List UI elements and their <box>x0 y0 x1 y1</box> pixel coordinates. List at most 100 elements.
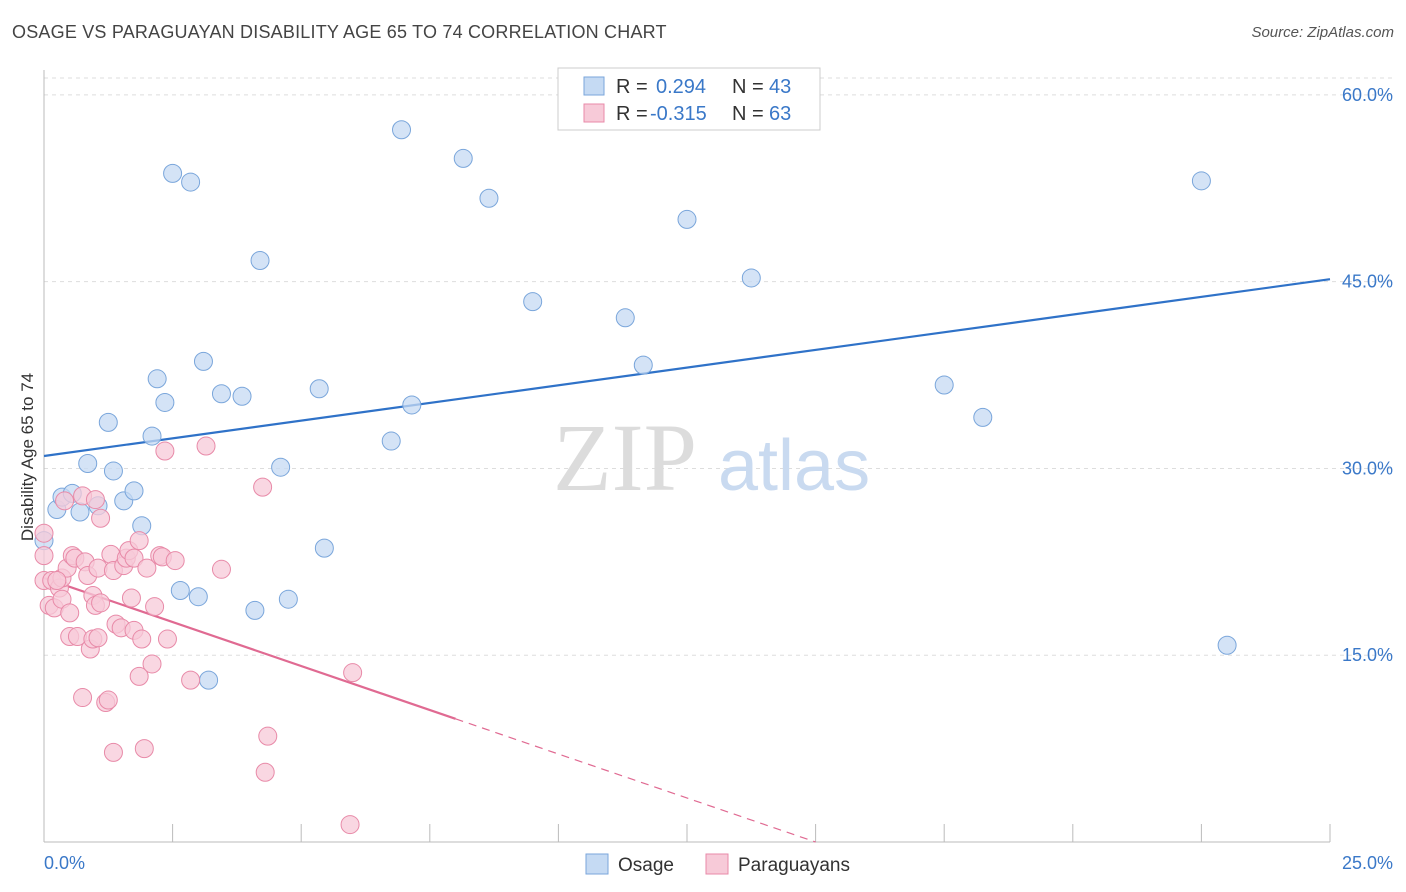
osage-point <box>199 670 219 690</box>
legend-n-value-osage: 43 <box>769 76 791 98</box>
legend-n-value-paraguayans: 63 <box>769 103 791 125</box>
paraguayans-point <box>129 666 149 686</box>
osage-point <box>170 580 190 600</box>
series-legend: Osage Paraguayans <box>585 853 850 876</box>
osage-point <box>392 120 412 140</box>
osage-point <box>70 502 90 522</box>
bottom-legend-swatch-paraguayans <box>705 853 729 875</box>
osage-point <box>314 538 334 558</box>
legend-r-value-osage: 0.294 <box>656 76 706 98</box>
osage-point <box>741 268 761 288</box>
legend-n-label-osage: N = <box>732 76 764 98</box>
osage-point <box>1217 635 1237 655</box>
osage-point <box>250 251 270 271</box>
paraguayans-point <box>165 551 185 571</box>
y-tick-labels: 15.0% 30.0% 45.0% 60.0% <box>1342 85 1393 665</box>
bottom-legend-paraguayans: Paraguayans <box>738 855 850 876</box>
osage-point <box>78 453 98 473</box>
paraguayans-point <box>124 548 144 568</box>
osage-point <box>181 172 201 192</box>
grid-lines <box>44 77 1393 656</box>
osage-point <box>271 457 291 477</box>
axes <box>43 70 1331 843</box>
paraguayans-point <box>91 508 111 528</box>
legend-r-label-osage: R = <box>616 76 648 98</box>
y-tick-label: 15.0% <box>1342 645 1393 665</box>
paraguayans-trend-line <box>43 576 456 720</box>
paraguayans-point <box>137 558 157 578</box>
watermark: ZIP atlas <box>553 404 870 511</box>
paraguayans-point <box>34 546 54 566</box>
osage-point <box>934 375 954 395</box>
paraguayans-point <box>255 762 275 782</box>
y-tick-label: 60.0% <box>1342 85 1393 105</box>
osage-point <box>479 188 499 208</box>
osage-point <box>615 308 635 328</box>
bottom-legend-osage: Osage <box>618 855 674 876</box>
stats-legend: R = 0.294 N = 43 R = -0.315 N = 63 <box>557 67 821 131</box>
bottom-legend-swatch-osage <box>585 853 609 875</box>
osage-point <box>163 163 183 183</box>
osage-point <box>188 587 208 607</box>
data-points <box>34 120 1237 835</box>
chart-title: OSAGE VS PARAGUAYAN DISABILITY AGE 65 TO… <box>12 22 667 42</box>
paraguayans-point <box>340 815 360 835</box>
paraguayans-point <box>121 588 141 608</box>
paraguayans-point <box>103 742 123 762</box>
osage-trend-line <box>43 278 1331 458</box>
osage-point <box>523 292 543 312</box>
osage-point <box>155 392 175 412</box>
paraguayans-point <box>98 690 118 710</box>
osage-point <box>232 386 252 406</box>
y-tick-label: 30.0% <box>1342 458 1393 478</box>
paraguayans-point <box>47 571 67 591</box>
trend-lines <box>43 278 1331 843</box>
osage-point <box>98 412 118 432</box>
paraguayans-point <box>132 629 152 649</box>
legend-r-value-paraguayans: -0.315 <box>650 103 707 125</box>
legend-r-label-paraguayans: R = <box>616 103 648 125</box>
osage-point <box>677 209 697 229</box>
paraguayans-point <box>258 726 278 746</box>
osage-point <box>103 461 123 481</box>
paraguayans-point <box>145 597 165 617</box>
paraguayans-point <box>196 436 216 456</box>
osage-point <box>147 369 167 389</box>
paraguayans-point <box>55 491 75 511</box>
paraguayans-point <box>88 628 108 648</box>
paraguayans-point <box>155 441 175 461</box>
legend-n-label-paraguayans: N = <box>732 103 764 125</box>
paraguayans-point <box>73 688 93 708</box>
watermark-atlas: atlas <box>718 426 870 506</box>
osage-point <box>142 426 162 446</box>
osage-point <box>211 384 231 404</box>
paraguayans-point <box>343 663 363 683</box>
osage-point <box>1191 171 1211 191</box>
osage-point <box>973 407 993 427</box>
paraguayans-point <box>142 654 162 674</box>
paraguayans-point <box>85 490 105 510</box>
paraguayans-point <box>181 670 201 690</box>
osage-point <box>633 355 653 375</box>
paraguayans-point <box>134 739 154 759</box>
legend-swatch-paraguayans <box>583 103 605 123</box>
osage-point <box>245 600 265 620</box>
legend-swatch-osage <box>583 76 605 96</box>
paraguayans-point <box>60 603 80 623</box>
paraguayans-point <box>253 477 273 497</box>
paraguayans-point <box>211 559 231 579</box>
x-tick-label-min: 0.0% <box>44 853 85 873</box>
osage-point <box>309 379 329 399</box>
paraguayans-point <box>34 523 54 543</box>
paraguayans-point <box>157 629 177 649</box>
paraguayans-point <box>91 593 111 613</box>
paraguayans-trend-line-extension <box>455 718 816 843</box>
source-label: Source: ZipAtlas.com <box>1251 24 1394 41</box>
watermark-zip: ZIP <box>553 404 697 511</box>
osage-point <box>124 481 144 501</box>
osage-point <box>453 148 473 168</box>
osage-point <box>193 351 213 371</box>
osage-point <box>381 431 401 451</box>
y-axis-label: Disability Age 65 to 74 <box>18 373 37 541</box>
